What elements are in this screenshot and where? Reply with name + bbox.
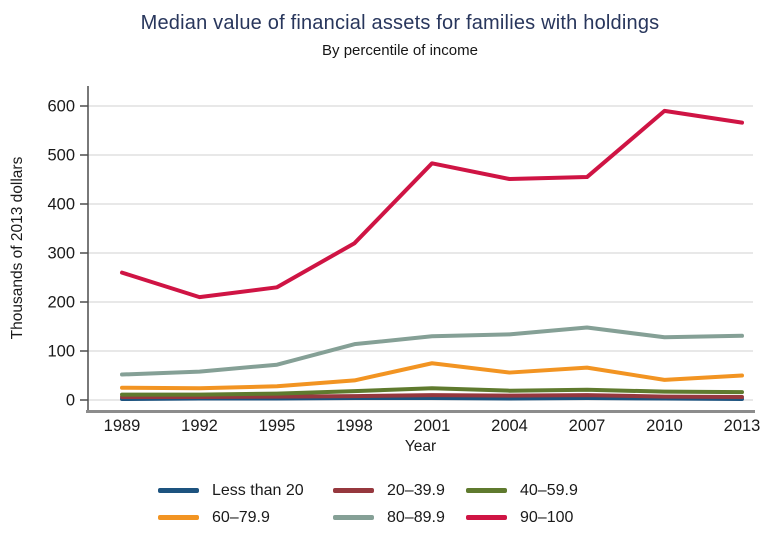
x-tick-label: 1992 <box>181 417 218 435</box>
x-tick-label: 2001 <box>414 417 451 435</box>
legend-swatch-icon <box>158 515 199 520</box>
legend-item: 90–100 <box>466 509 626 527</box>
legend-swatch-icon <box>466 488 507 493</box>
legend-label: 40–59.9 <box>520 481 578 499</box>
series-line-60-79-9 <box>120 361 744 391</box>
legend-item: Less than 20 <box>158 482 333 500</box>
legend-item: 60–79.9 <box>158 509 333 527</box>
series-line-20-39-9 <box>120 393 744 400</box>
chart-subtitle: By percentile of income <box>322 42 478 59</box>
legend-swatch-icon <box>333 488 374 493</box>
series-line-40-59-9 <box>120 386 744 397</box>
x-tick-label: 2013 <box>724 417 761 435</box>
legend-label: Less than 20 <box>212 481 304 499</box>
y-tick-label: 0 <box>66 392 75 410</box>
y-tick-label: 200 <box>47 294 75 312</box>
legend-item: 80–89.9 <box>333 509 466 527</box>
y-tick-label: 400 <box>47 196 75 214</box>
x-tick-label: 1995 <box>259 417 296 435</box>
x-axis-label: Year <box>405 438 436 455</box>
legend-label: 80–89.9 <box>387 508 445 526</box>
legend-item: 40–59.9 <box>466 482 626 500</box>
series-line-90-100 <box>120 108 744 300</box>
legend-swatch-icon <box>466 515 507 520</box>
series-line-80-89-9 <box>120 325 744 377</box>
y-axis-label: Thousands of 2013 dollars <box>9 156 26 339</box>
x-tick-label: 1998 <box>336 417 373 435</box>
x-tick-label: 2007 <box>569 417 606 435</box>
legend: Less than 20 20–39.9 40–59.9 60–79.9 80–… <box>158 477 626 531</box>
y-tick-label: 100 <box>47 343 75 361</box>
legend-label: 60–79.9 <box>212 508 270 526</box>
legend-swatch-icon <box>333 515 374 520</box>
chart-title: Median value of financial assets for fam… <box>140 12 660 34</box>
legend-swatch-icon <box>158 488 199 493</box>
legend-label: 90–100 <box>520 508 574 526</box>
x-tick-label: 2004 <box>491 417 528 435</box>
y-tick-label: 600 <box>47 98 75 116</box>
y-tick-label: 500 <box>47 147 75 165</box>
x-tick-label: 2010 <box>646 417 683 435</box>
x-tick-label: 1989 <box>104 417 141 435</box>
legend-item: 20–39.9 <box>333 482 466 500</box>
legend-label: 20–39.9 <box>387 481 445 499</box>
y-tick-label: 300 <box>47 245 75 263</box>
